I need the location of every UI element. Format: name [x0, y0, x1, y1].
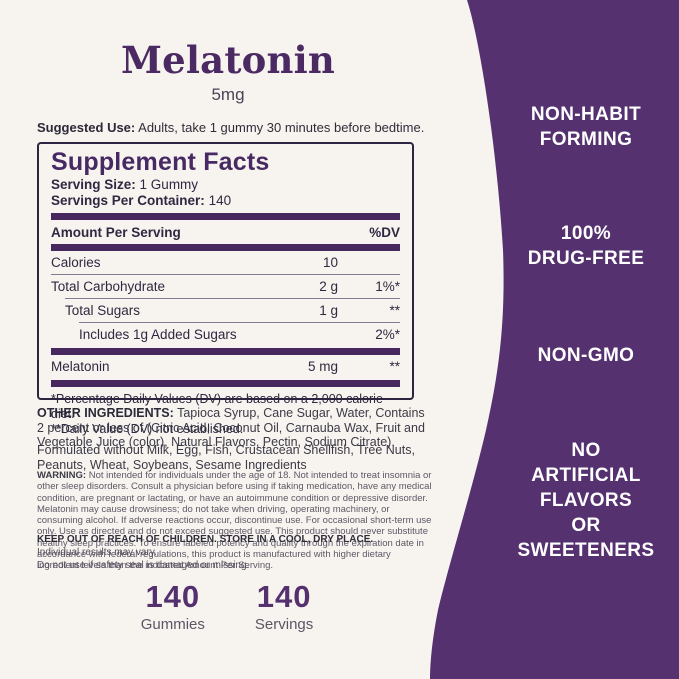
- disclaimer-safety-seal: Do not use if safety seal is damaged or …: [37, 560, 250, 571]
- row-dv: **: [389, 359, 400, 374]
- disclaimer-results: Individual results may vary.: [37, 547, 157, 558]
- gummies-count-label: Gummies: [140, 616, 205, 633]
- row-amount: 2 g: [319, 279, 338, 294]
- thin-divider: [51, 274, 400, 275]
- dv-header: %DV: [369, 225, 400, 240]
- servings-label: Servings Per Container:: [51, 193, 205, 208]
- row-name: Includes 1g Added Sugars: [79, 327, 237, 342]
- row-name: Total Carbohydrate: [51, 279, 166, 294]
- formulated-without-paragraph: Formulated without Milk, Egg, Fish, Crus…: [37, 443, 415, 472]
- thick-divider: [51, 348, 400, 355]
- thin-divider: [65, 298, 400, 299]
- suggested-use-label: Suggested Use:: [37, 120, 136, 135]
- thick-divider: [51, 244, 400, 251]
- claim-line: DRUG-FREE: [527, 248, 645, 269]
- servings-count-value: 140: [256, 579, 312, 614]
- claim-line: NON-GMO: [537, 345, 635, 366]
- claim-line: FORMING: [539, 129, 633, 150]
- product-dosage: 5mg: [211, 85, 245, 104]
- claim-non-habit-forming: NON-HABIT FORMING: [501, 102, 671, 152]
- other-ingredients-text: Tapioca Syrup, Cane Sugar, Water, Contai…: [37, 406, 425, 449]
- other-ingredients-paragraph: OTHER INGREDIENTS: Tapioca Syrup, Cane S…: [37, 406, 433, 450]
- serving-size-line: Serving Size: 1 Gummy: [51, 177, 400, 193]
- row-amount: 5 mg: [307, 359, 338, 374]
- servings-per-container-line: Servings Per Container: 140: [51, 193, 400, 209]
- gummies-count-value: 140: [145, 579, 201, 614]
- claim-line: OR: [571, 515, 601, 536]
- thick-divider: [51, 213, 400, 220]
- footnote-not-established: **Daily Value (DV) not established.: [51, 422, 244, 436]
- claim-line: FLAVORS: [539, 490, 633, 511]
- serving-size-label: Serving Size:: [51, 177, 136, 192]
- amount-per-serving-header: Amount Per Serving: [51, 225, 181, 240]
- row-name: Melatonin: [51, 359, 110, 374]
- row-name: Total Sugars: [65, 303, 141, 318]
- row-dv: **: [389, 303, 400, 318]
- servings-count-label: Servings: [254, 616, 314, 633]
- servings-count: 140 Servings: [255, 581, 313, 633]
- supplement-facts-heading: Supplement Facts: [51, 148, 270, 176]
- thick-divider: [51, 380, 400, 387]
- product-title: Melatonin: [121, 38, 335, 82]
- warning-paragraph: WARNING: Not intended for individuals un…: [37, 470, 433, 572]
- claim-line: 100%: [560, 223, 612, 244]
- claim-line: ARTIFICIAL: [531, 465, 641, 486]
- facts-row-total-sugars: Total Sugars 1 g **: [51, 299, 400, 322]
- claim-non-gmo: NON-GMO: [501, 343, 671, 368]
- facts-row-added-sugars: Includes 1g Added Sugars 2%*: [51, 323, 400, 346]
- claim-line: NO: [571, 440, 601, 461]
- claim-no-artificial: NO ARTIFICIAL FLAVORS OR SWEETENERS: [501, 438, 671, 563]
- warning-text: Not intended for individuals under the a…: [37, 470, 432, 572]
- storage-instructions: KEEP OUT OF REACH OF CHILDREN. STORE IN …: [37, 534, 374, 545]
- serving-size-value: 1 Gummy: [139, 177, 199, 192]
- count-badges: 140 Gummies 140 Servings: [37, 581, 417, 633]
- supplement-facts-panel: Supplement Facts Serving Size: 1 Gummy S…: [37, 142, 414, 436]
- facts-row-calories: Calories 10: [51, 251, 400, 274]
- servings-value: 140: [208, 193, 232, 208]
- row-dv: 2%*: [375, 327, 400, 342]
- suggested-use-text: Adults, take 1 gummy 30 minutes before b…: [138, 120, 425, 135]
- claim-line: SWEETENERS: [517, 540, 655, 561]
- facts-row-melatonin: Melatonin 5 mg **: [51, 355, 400, 378]
- facts-column-header: Amount Per Serving %DV: [51, 220, 400, 244]
- other-ingredients-label: OTHER INGREDIENTS:: [37, 406, 174, 420]
- label-content-column: Melatonin 5mg: [0, 0, 456, 105]
- warning-label: WARNING:: [37, 470, 87, 481]
- claim-drug-free: 100% DRUG-FREE: [501, 221, 671, 271]
- claim-line: NON-HABIT: [530, 104, 642, 125]
- facts-footnotes: *Percentage Daily Values (DV) are based …: [51, 392, 400, 437]
- row-amount: 10: [322, 255, 338, 270]
- facts-row-total-carbohydrate: Total Carbohydrate 2 g 1%*: [51, 275, 400, 298]
- row-name: Calories: [51, 255, 101, 270]
- footnote-dv: *Percentage Daily Values (DV) are based …: [51, 392, 383, 421]
- suggested-use-line: Suggested Use: Adults, take 1 gummy 30 m…: [37, 120, 437, 135]
- thin-divider: [79, 322, 400, 323]
- gummies-count: 140 Gummies: [141, 581, 205, 633]
- row-dv: 1%*: [375, 279, 400, 294]
- row-amount: 1 g: [319, 303, 338, 318]
